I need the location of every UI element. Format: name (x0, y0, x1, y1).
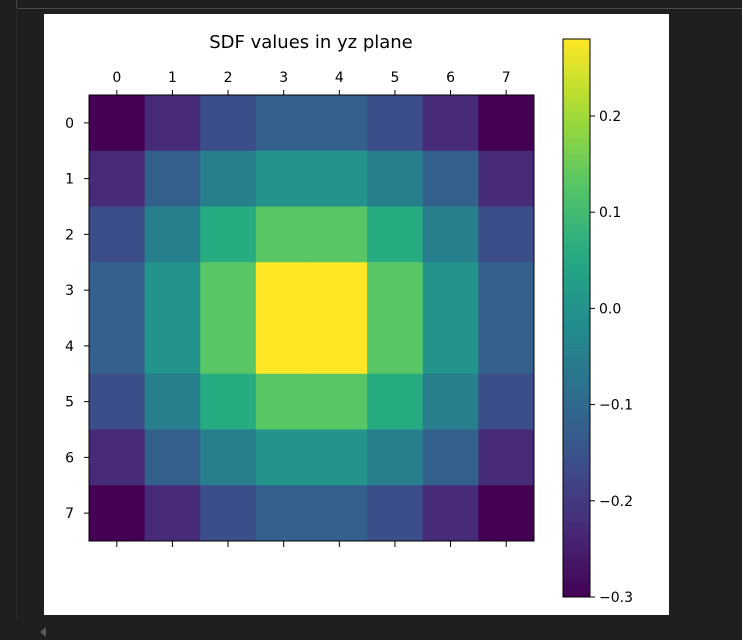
heatmap-cell-r3-c2 (200, 262, 257, 319)
colorbar-tick-label-0: 0.2 (599, 109, 621, 125)
chart-title: SDF values in yz plane (209, 32, 413, 53)
heatmap-cell-r2-c0 (89, 206, 146, 263)
heatmap-cell-r4-c1 (144, 318, 201, 375)
heatmap-cell-r7-c7 (478, 485, 535, 542)
heatmap-cell-r0-c3 (255, 95, 312, 152)
heatmap-cell-r5-c0 (89, 373, 146, 430)
heatmap-cell-r1-c3 (255, 150, 312, 207)
heatmap-cell-r1-c7 (478, 150, 535, 207)
x-axis-bottom-ticks (116, 541, 507, 547)
heatmap-cell-r4-c0 (89, 318, 146, 375)
heatmap-cell-r3-c1 (144, 262, 201, 319)
heatmap-cell-r1-c4 (311, 150, 368, 207)
heatmap-cell-r6-c5 (367, 429, 424, 486)
x-tick-label-0: 0 (112, 70, 121, 86)
heatmap-cell-r5-c5 (367, 373, 424, 430)
heatmap-cell-r1-c2 (200, 150, 257, 207)
heatmap-cell-r2-c7 (478, 206, 535, 263)
heatmap-cell-r2-c1 (144, 206, 201, 263)
heatmap-cell-r4-c2 (200, 318, 257, 375)
x-tick-label-7: 7 (502, 70, 511, 86)
y-tick-label-1: 1 (65, 172, 74, 188)
heatmap-cell-r5-c6 (422, 373, 479, 430)
heatmap-cell-r6-c0 (89, 429, 146, 486)
heatmap-cell-r5-c7 (478, 373, 535, 430)
heatmap-cell-r7-c3 (255, 485, 312, 542)
heatmap-cell-r5-c1 (144, 373, 201, 430)
heatmap-cell-r1-c5 (367, 150, 424, 207)
notebook-cell-frame (16, 0, 742, 9)
colorbar-tick-label-2: 0.0 (599, 301, 621, 317)
heatmap-cell-r6-c4 (311, 429, 368, 486)
y-tick-label-0: 0 (65, 116, 74, 132)
y-tick-label-6: 6 (65, 450, 74, 466)
y-axis-ticks: 0 1 2 3 4 5 6 7 (65, 116, 89, 522)
heatmap-cell-r6-c3 (255, 429, 312, 486)
heatmap-cell-r1-c0 (89, 150, 146, 207)
heatmap-cell-r3-c5 (367, 262, 424, 319)
heatmap-cell-r0-c7 (478, 95, 535, 152)
colorbar (562, 38, 591, 598)
heatmap-cell-r3-c0 (89, 262, 146, 319)
heatmap-cell-r1-c1 (144, 150, 201, 207)
heatmap-cell-r1-c6 (422, 150, 479, 207)
x-tick-label-2: 2 (224, 70, 233, 86)
heatmap-cell-r0-c6 (422, 95, 479, 152)
heatmap-cell-r2-c5 (367, 206, 424, 263)
x-tick-label-3: 3 (279, 70, 288, 86)
heatmap-cell-r4-c6 (422, 318, 479, 375)
heatmap-cell-r0-c4 (311, 95, 368, 152)
heatmap-cell-r6-c6 (422, 429, 479, 486)
y-tick-label-4: 4 (65, 339, 74, 355)
heatmap-cell-r3-c6 (422, 262, 479, 319)
heatmap-cell-r5-c4 (311, 373, 368, 430)
heatmap-cell-r2-c2 (200, 206, 257, 263)
heatmap-cell-r4-c5 (367, 318, 424, 375)
heatmap-cell-r0-c2 (200, 95, 257, 152)
colorbar-tick-label-4: −0.2 (599, 494, 633, 510)
x-tick-label-1: 1 (168, 70, 177, 86)
heatmap-cell-r7-c4 (311, 485, 368, 542)
colorbar-ticks: 0.2 0.1 0.0 −0.1 −0.2 −0.3 (590, 109, 633, 606)
heatmap-cell-r2-c6 (422, 206, 479, 263)
heatmap-cell-r6-c2 (200, 429, 257, 486)
y-tick-label-7: 7 (65, 506, 74, 522)
heatmap-cell-r2-c3 (255, 206, 312, 263)
heatmap-cell-r3-c3 (255, 262, 312, 319)
heatmap-cell-r5-c3 (255, 373, 312, 430)
heatmap-cell-r5-c2 (200, 373, 257, 430)
heatmap-cell-r0-c0 (89, 95, 146, 152)
x-tick-label-6: 6 (446, 70, 455, 86)
cell-gutter (16, 8, 17, 618)
heatmap-cell-r7-c5 (367, 485, 424, 542)
heatmap-cell-r7-c2 (200, 485, 257, 542)
y-tick-label-5: 5 (65, 395, 74, 411)
heatmap-figure: SDF values in yz plane 0 1 2 3 4 5 6 7 0 1 2 3 4 5 6 7… (65, 32, 633, 606)
y-tick-label-3: 3 (65, 283, 74, 299)
plot-frame (88, 94, 535, 542)
x-axis-ticks: 0 1 2 3 4 5 6 7 (112, 70, 511, 95)
heatmap-cell-r3-c7 (478, 262, 535, 319)
heatmap-cell-r7-c6 (422, 485, 479, 542)
colorbar-tick-label-1: 0.1 (599, 205, 621, 221)
heatmap-cell-r0-c1 (144, 95, 201, 152)
heatmap-cell-r2-c4 (311, 206, 368, 263)
scroll-left-icon[interactable] (40, 627, 46, 637)
cell-output-figure: SDF values in yz plane 0 1 2 3 4 5 6 7 0 1 2 3 4 5 6 7… (44, 14, 669, 615)
heatmap-cell-r7-c0 (89, 485, 146, 542)
heatmap-cell-r6-c1 (144, 429, 201, 486)
heatmap-cells (89, 95, 535, 542)
x-tick-label-4: 4 (335, 70, 344, 86)
y-tick-label-2: 2 (65, 227, 74, 243)
heatmap-cell-r3-c4 (311, 262, 368, 319)
colorbar-tick-label-5: −0.3 (599, 590, 633, 606)
heatmap-cell-r4-c4 (311, 318, 368, 375)
x-tick-label-5: 5 (390, 70, 399, 86)
heatmap-cell-r4-c3 (255, 318, 312, 375)
heatmap-cell-r0-c5 (367, 95, 424, 152)
heatmap-cell-r4-c7 (478, 318, 535, 375)
heatmap-cell-r7-c1 (144, 485, 201, 542)
colorbar-tick-label-3: −0.1 (599, 398, 633, 414)
heatmap-cell-r6-c7 (478, 429, 535, 486)
